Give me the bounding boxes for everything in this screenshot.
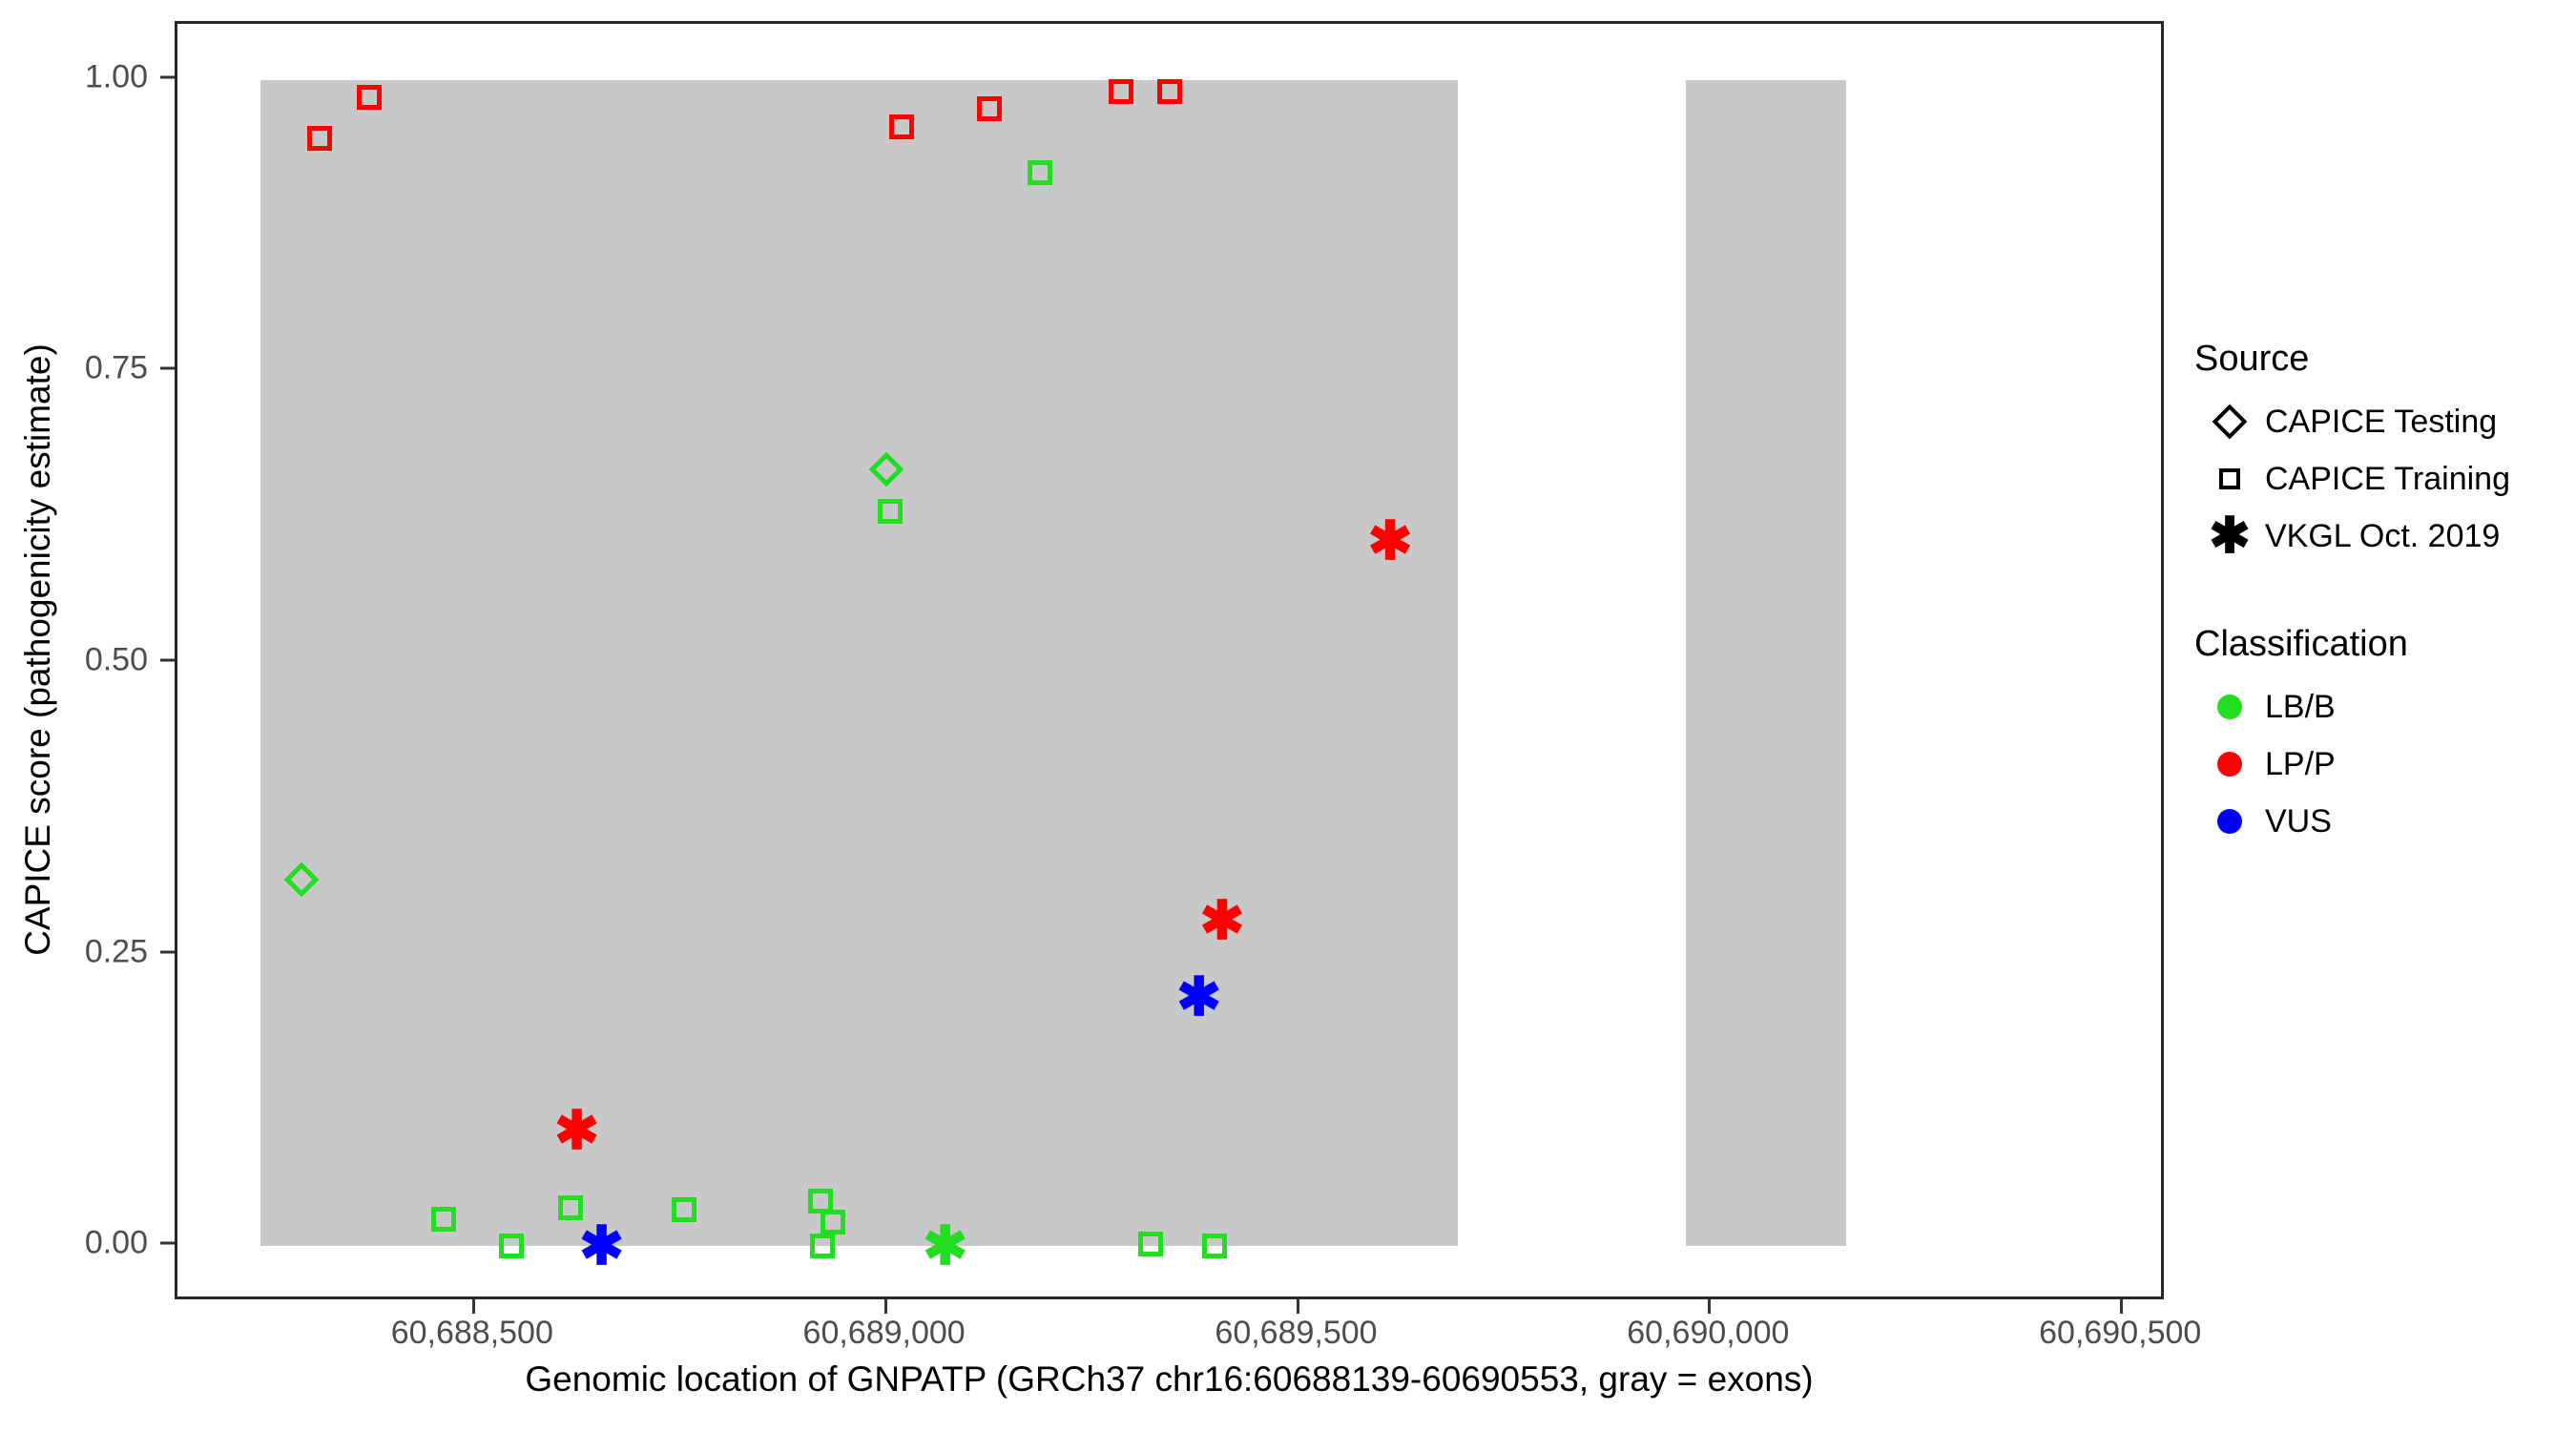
y-tick-mark [160,950,175,954]
x-tick-mark [471,1299,475,1314]
legend-label: CAPICE Testing [2265,403,2498,440]
dot-icon [2194,736,2265,793]
x-axis-title: Genomic location of GNPATP (GRCh37 chr16… [525,1359,1814,1399]
legend-item-capice-testing[interactable]: CAPICE Testing [2194,393,2557,450]
exon-band [260,79,1459,1247]
x-tick-label: 60,689,000 [802,1315,966,1351]
y-tick-mark [160,658,175,662]
x-tick-mark [1708,1299,1712,1314]
legend-container: Source CAPICE Testing CAPICE Training ✱ VKGL… [2194,339,2557,850]
plot-panel: ✱ ✱ ✱ ✱ ✱ ✱ [175,21,2164,1299]
y-tick-label: 0.50 [84,641,148,678]
legend-item-capice-training[interactable]: CAPICE Training [2194,450,2557,508]
legend-block-classification: Classification LB/B LP/P VUS [2194,624,2557,850]
y-tick-mark [160,75,175,79]
square-icon [2194,450,2265,508]
x-tick-label: 60,688,500 [390,1315,553,1351]
legend-label: CAPICE Training [2265,460,2510,497]
x-tick-label: 60,690,500 [2039,1315,2202,1351]
legend-item-vus[interactable]: VUS [2194,793,2557,850]
diamond-icon [2194,393,2265,450]
x-tick-mark [2120,1299,2124,1314]
x-tick-mark [883,1299,887,1314]
x-tick-label: 60,689,500 [1215,1315,1378,1351]
legend-title: Classification [2194,624,2408,664]
legend-title: Source [2194,339,2310,379]
y-tick-label: 0.25 [84,933,148,970]
exon-band [1685,79,1846,1247]
legend-item-lp-p[interactable]: LP/P [2194,736,2557,793]
x-tick-mark [1296,1299,1299,1314]
y-tick-label: 0.75 [84,349,148,386]
y-tick-mark [160,366,175,370]
y-tick-label: 0.00 [84,1224,148,1261]
legend-item-vkgl-oct-2019[interactable]: ✱ VKGL Oct. 2019 [2194,508,2557,565]
y-tick-mark [160,1241,175,1245]
legend-item-lb-b[interactable]: LB/B [2194,678,2557,736]
legend-label: VKGL Oct. 2019 [2265,517,2501,554]
legend-label: VUS [2265,802,2332,840]
y-tick-label: 1.00 [84,58,148,95]
legend-label: LP/P [2265,745,2336,782]
legend-label: LB/B [2265,688,2336,725]
legend-block-source: Source CAPICE Testing CAPICE Training ✱ VKGL… [2194,339,2557,565]
x-tick-label: 60,690,000 [1627,1315,1790,1351]
dot-icon [2194,678,2265,736]
dot-icon [2194,793,2265,850]
asterisk-icon: ✱ [2209,508,2251,564]
